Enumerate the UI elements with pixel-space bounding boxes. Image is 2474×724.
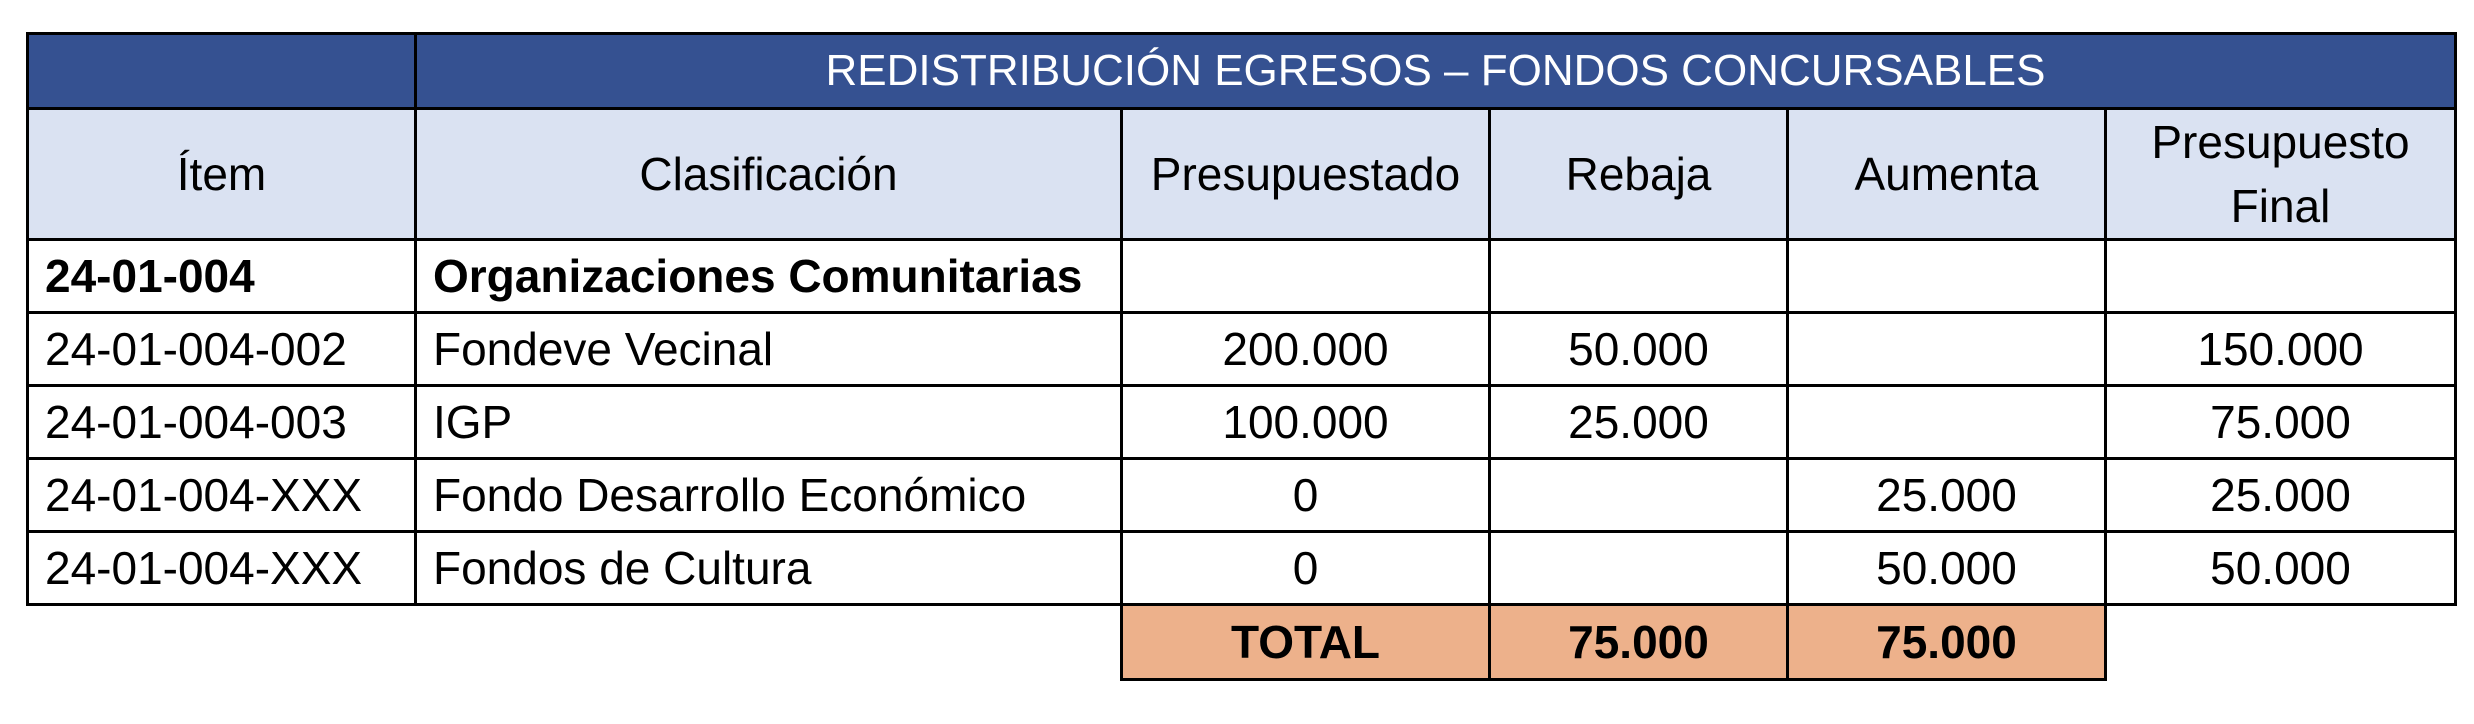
item-cell: 24-01-004-XXX (26, 457, 417, 533)
title-row: REDISTRIBUCIÓN EGRESOS – FONDOS CONCURSA… (26, 32, 2457, 110)
rebaja-cell (1488, 457, 1789, 533)
total-label: TOTAL (1120, 603, 1491, 681)
final-cell: 25.000 (2104, 457, 2457, 533)
total-aumenta: 75.000 (1786, 603, 2107, 681)
table-row: 24-01-004-XXX Fondos de Cultura 0 50.000… (26, 530, 2457, 606)
total-blank-cell (28, 605, 416, 680)
presupuestado-cell: 200.000 (1120, 311, 1491, 387)
header-aumenta: Aumenta (1786, 107, 2107, 241)
item-cell: 24-01-004 (26, 238, 417, 314)
item-cell: 24-01-004-003 (26, 384, 417, 460)
item-cell: 24-01-004-XXX (26, 530, 417, 606)
table-title: REDISTRIBUCIÓN EGRESOS – FONDOS CONCURSA… (414, 32, 2457, 110)
table-row: 24-01-004 Organizaciones Comunitarias (26, 238, 2457, 314)
final-cell: 75.000 (2104, 384, 2457, 460)
rebaja-cell: 50.000 (1488, 311, 1789, 387)
final-cell (2104, 238, 2457, 314)
presupuestado-cell: 0 (1120, 457, 1491, 533)
final-cell: 150.000 (2104, 311, 2457, 387)
presupuestado-cell (1120, 238, 1491, 314)
table-row: 24-01-004-XXX Fondo Desarrollo Económico… (26, 457, 2457, 533)
rebaja-cell (1488, 238, 1789, 314)
clasificacion-cell: Organizaciones Comunitarias (414, 238, 1123, 314)
total-row: TOTAL 75.000 75.000 (28, 603, 2456, 681)
clasificacion-cell: Fondos de Cultura (414, 530, 1123, 606)
total-blank-cell (2106, 605, 2456, 680)
clasificacion-cell: Fondeve Vecinal (414, 311, 1123, 387)
header-row: Ítem Clasificación Presupuestado Rebaja … (26, 107, 2457, 241)
budget-redistribution-table: REDISTRIBUCIÓN EGRESOS – FONDOS CONCURSA… (26, 32, 2457, 681)
table-row: 24-01-004-002 Fondeve Vecinal 200.000 50… (26, 311, 2457, 387)
clasificacion-cell: IGP (414, 384, 1123, 460)
presupuestado-cell: 100.000 (1120, 384, 1491, 460)
aumenta-cell (1786, 311, 2107, 387)
final-cell: 50.000 (2104, 530, 2457, 606)
presupuestado-cell: 0 (1120, 530, 1491, 606)
total-blank-cell (416, 605, 1122, 680)
header-presupuestado: Presupuestado (1120, 107, 1491, 241)
aumenta-cell (1786, 384, 2107, 460)
header-item: Ítem (26, 107, 417, 241)
aumenta-cell (1786, 238, 2107, 314)
table-row: 24-01-004-003 IGP 100.000 25.000 75.000 (26, 384, 2457, 460)
header-clasificacion: Clasificación (414, 107, 1123, 241)
rebaja-cell (1488, 530, 1789, 606)
total-rebaja: 75.000 (1488, 603, 1789, 681)
header-rebaja: Rebaja (1488, 107, 1789, 241)
aumenta-cell: 50.000 (1786, 530, 2107, 606)
aumenta-cell: 25.000 (1786, 457, 2107, 533)
title-blank-cell (26, 32, 417, 110)
clasificacion-cell: Fondo Desarrollo Económico (414, 457, 1123, 533)
item-cell: 24-01-004-002 (26, 311, 417, 387)
header-presupuesto-final: Presupuesto Final (2104, 107, 2457, 241)
rebaja-cell: 25.000 (1488, 384, 1789, 460)
